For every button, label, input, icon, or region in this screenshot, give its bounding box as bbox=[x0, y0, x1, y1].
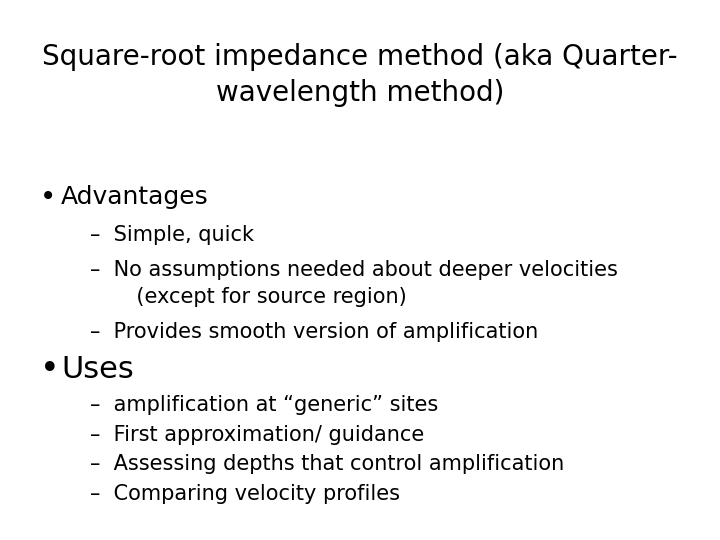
Text: –  First approximation/ guidance: – First approximation/ guidance bbox=[90, 424, 424, 445]
Text: –  Simple, quick: – Simple, quick bbox=[90, 225, 254, 245]
Text: •: • bbox=[40, 353, 59, 387]
Text: •: • bbox=[40, 183, 56, 211]
Text: Uses: Uses bbox=[61, 355, 134, 384]
Text: –  No assumptions needed about deeper velocities
       (except for source regio: – No assumptions needed about deeper vel… bbox=[90, 260, 618, 307]
Text: –  Provides smooth version of amplification: – Provides smooth version of amplificati… bbox=[90, 322, 539, 342]
Text: –  Comparing velocity profiles: – Comparing velocity profiles bbox=[90, 484, 400, 504]
Text: –  amplification at “generic” sites: – amplification at “generic” sites bbox=[90, 395, 438, 415]
Text: –  Assessing depths that control amplification: – Assessing depths that control amplific… bbox=[90, 454, 564, 475]
Text: Square-root impedance method (aka Quarter-
wavelength method): Square-root impedance method (aka Quarte… bbox=[42, 43, 678, 107]
Text: Advantages: Advantages bbox=[61, 185, 209, 209]
